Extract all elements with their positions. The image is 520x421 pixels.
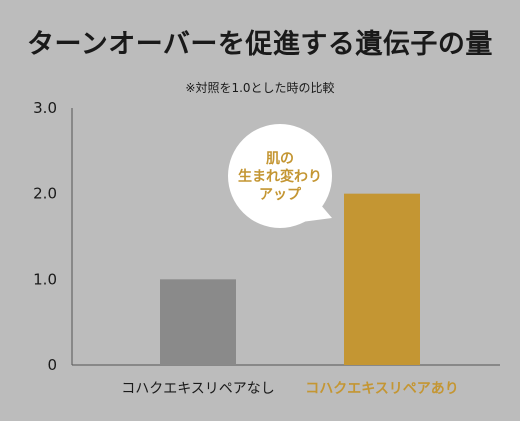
y-tick-label: 0 xyxy=(47,356,57,374)
chart-subtitle: ※対照を1.0とした時の比較 xyxy=(185,81,335,95)
bar-1 xyxy=(160,279,236,365)
category-label: コハクエキスリペアなし xyxy=(121,381,275,397)
chart-title: ターンオーバーを促進する遺伝子の量 xyxy=(27,29,493,60)
category-label: コハクエキスリペアあり xyxy=(305,381,459,397)
y-tick-label: 3.0 xyxy=(33,99,57,117)
y-tick-label: 2.0 xyxy=(33,185,57,203)
callout-text-line: 肌の xyxy=(266,151,294,167)
bar-2 xyxy=(344,193,420,365)
callout-bubble xyxy=(228,124,332,228)
callout-text-line: アップ xyxy=(259,187,302,203)
y-tick-label: 1.0 xyxy=(33,270,57,288)
callout-text-line: 生まれ変わり xyxy=(238,168,322,185)
